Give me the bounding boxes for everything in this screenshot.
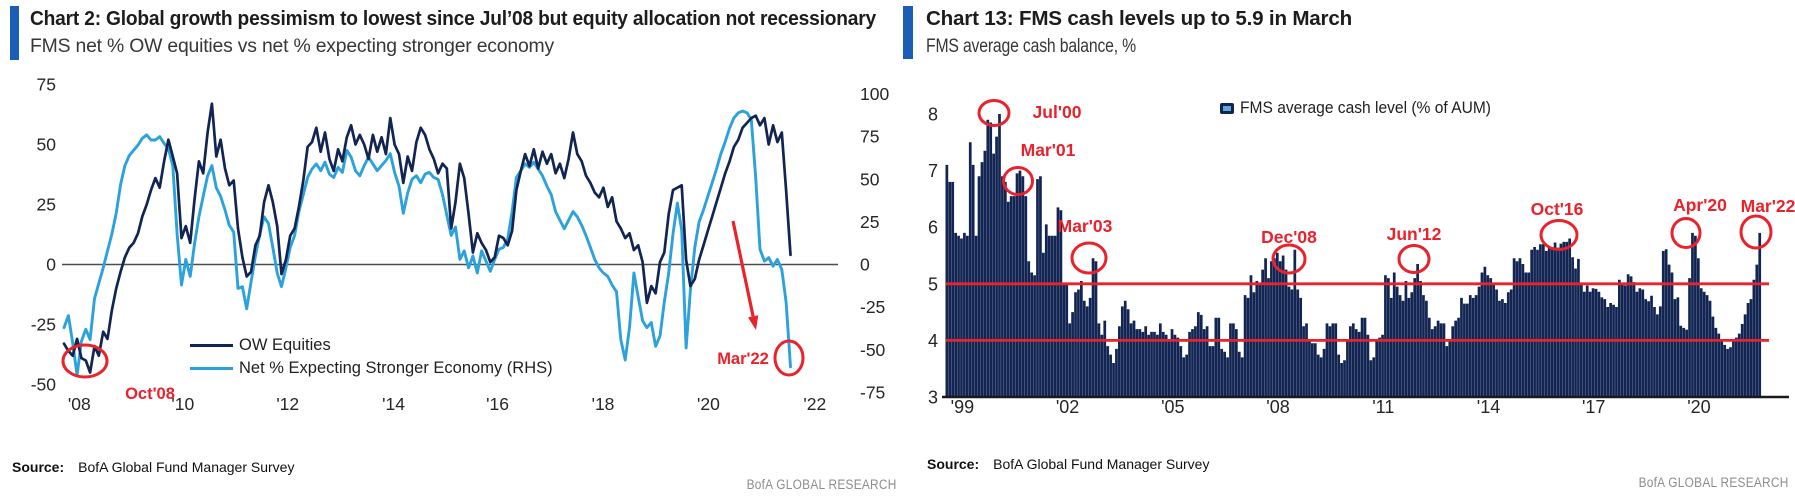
right-chart-x-tick-label: '08 [1266, 397, 1289, 417]
right-chart-x-tick-label: '11 [1372, 397, 1394, 417]
right-source-line: Source: BofA Global Fund Manager Survey [927, 456, 1209, 472]
ow-equities-line-swatch [190, 343, 233, 348]
right-chart-x-tick-label: '05 [1161, 397, 1184, 417]
right-axis-tick-label: 75 [860, 127, 879, 147]
right-axis-value-label: 5 [928, 274, 938, 294]
annotation-label: Jun'12 [1387, 224, 1442, 244]
right-axis-value-label: 6 [928, 218, 938, 238]
annotation-arrow-head [747, 315, 759, 330]
left-legend-item-ow-equities: OW Equities [190, 336, 331, 355]
right-axis-tick-label: 0 [860, 255, 870, 275]
right-legend-item-cash-level: FMS average cash level (% of AUM) [1220, 99, 1506, 118]
stronger-economy-legend-label: Net % Expecting Stronger Economy (RHS) [239, 359, 553, 377]
left-legend-item-stronger-economy: Net % Expecting Stronger Economy (RHS) [190, 359, 553, 378]
left-chart-x-tick-label: '18 [592, 394, 615, 414]
right-footer-brand: BofA GLOBAL RESEARCH [1638, 475, 1789, 490]
cash-level-square-swatch [1220, 103, 1234, 114]
left-source-text: BofA Global Fund Manager Survey [78, 459, 295, 475]
ow-equities-legend-label: OW Equities [239, 336, 331, 354]
right-axis-tick-label: -75 [860, 382, 885, 402]
annotation-circle [1539, 219, 1579, 251]
annotation-circle [1397, 244, 1431, 274]
left-chart-x-tick-label: '14 [382, 394, 405, 414]
right-chart-title: Chart 13: FMS cash levels up to 5.9 in M… [926, 8, 1352, 30]
left-chart-x-tick-label: '10 [171, 394, 194, 414]
cash-level-bars [945, 114, 1762, 397]
right-source-label: Source: [927, 456, 980, 472]
right-chart-x-tick-label: '99 [951, 397, 974, 417]
right-axis-tick-label: -25 [860, 297, 885, 317]
right-axis-value-label: 4 [928, 331, 938, 351]
right-source-text: BofA Global Fund Manager Survey [993, 456, 1210, 472]
annotation-arrow-shaft [731, 220, 755, 317]
left-chart-x-tick-label: '22 [803, 394, 826, 414]
right-axis-tick-label: 100 [860, 84, 889, 104]
left-chart-x-tick-label: '20 [697, 394, 720, 414]
annotation-label: Oct'08 [125, 385, 175, 403]
annotation-circle [1739, 214, 1773, 250]
left-source-line: Source: BofA Global Fund Manager Survey [12, 459, 294, 475]
ow-equities-series-line [62, 102, 792, 374]
annotation-label: Mar'22 [1741, 196, 1795, 216]
left-axis-tick-label: -25 [31, 315, 56, 335]
right-chart-x-tick-label: '17 [1582, 397, 1605, 417]
annotation-label: Oct'16 [1531, 199, 1584, 219]
left-chart-subtitle: FMS net % OW equities vs net % expecting… [30, 36, 554, 57]
annotation-circle [1070, 241, 1108, 275]
right-axis-value-label: 3 [928, 388, 938, 408]
annotation-label: Mar'03 [1058, 216, 1113, 236]
annotation-circle [1271, 243, 1307, 275]
annotation-circle [977, 99, 1011, 127]
annotation-circle [61, 343, 109, 379]
stronger-economy-series-line [62, 109, 792, 377]
left-axis-tick-label: 75 [37, 75, 56, 95]
right-chart-x-tick-label: '02 [1056, 397, 1079, 417]
left-axis-tick-label: 50 [37, 135, 57, 155]
right-chart-subtitle: FMS average cash balance, % [926, 36, 1137, 57]
left-title-accent-bar [10, 6, 19, 60]
left-axis-tick-label: -50 [31, 375, 57, 395]
right-title-accent-bar [903, 6, 913, 59]
annotation-circle [1002, 166, 1034, 196]
right-chart-x-tick-label: '14 [1477, 397, 1500, 417]
right-axis-tick-label: -50 [860, 340, 886, 360]
annotation-circle [773, 339, 805, 377]
left-chart-x-tick-label: '08 [68, 394, 91, 414]
annotation-circle [1670, 217, 1702, 249]
right-axis-tick-label: 25 [860, 212, 879, 232]
left-footer-brand: BofA GLOBAL RESEARCH [746, 477, 897, 492]
annotation-label: Jul'00 [1033, 102, 1082, 122]
annotation-label: Apr'20 [1673, 195, 1727, 215]
annotation-label: Mar'01 [1021, 140, 1076, 160]
annotation-label: Dec'08 [1261, 227, 1317, 247]
left-chart-x-tick-label: '12 [276, 394, 299, 414]
left-axis-tick-label: 0 [46, 255, 56, 275]
right-axis-tick-label: 50 [860, 169, 880, 189]
right-axis-value-label: 8 [928, 105, 938, 125]
annotation-label: Mar'22 [717, 350, 769, 368]
right-chart-x-tick-label: '20 [1687, 397, 1710, 417]
left-source-label: Source: [12, 459, 65, 475]
left-chart-title: Chart 2: Global growth pessimism to lowe… [30, 8, 876, 30]
cash-level-legend-label: FMS average cash level (% of AUM) [1240, 99, 1491, 117]
right-axis-value-label: 7 [928, 161, 938, 181]
left-axis-tick-label: 25 [37, 195, 56, 215]
left-chart-x-tick-label: '16 [486, 394, 509, 414]
stronger-economy-line-swatch [190, 366, 233, 371]
